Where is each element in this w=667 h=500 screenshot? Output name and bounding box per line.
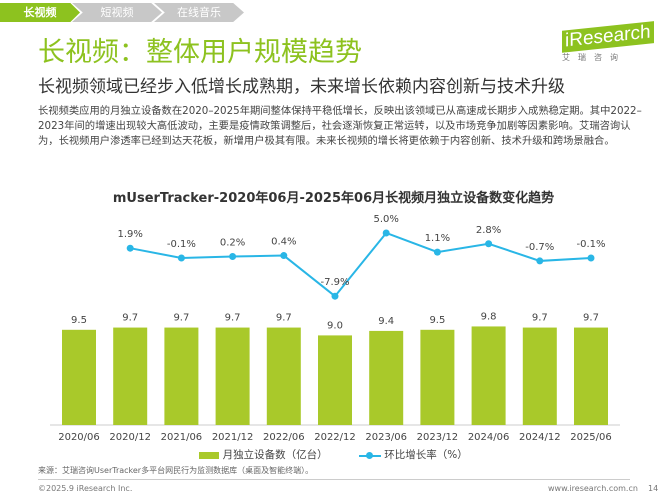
bar xyxy=(62,329,96,425)
x-tick-label: 2022/12 xyxy=(314,432,356,443)
bar xyxy=(318,335,352,425)
line-label: 1.1% xyxy=(425,233,450,244)
legend-line-swatch xyxy=(358,451,381,459)
growth-line xyxy=(130,231,592,298)
x-tick-label: 2021/12 xyxy=(212,432,254,443)
line-marker xyxy=(536,257,544,265)
tab-online-music[interactable]: 在线音乐 xyxy=(154,3,244,22)
line-marker xyxy=(331,292,339,300)
bar-label: 9.7 xyxy=(122,313,138,324)
line-label: -0.7% xyxy=(525,242,554,253)
line-marker xyxy=(485,240,493,248)
line-label: 2.8% xyxy=(476,225,501,236)
bar xyxy=(266,327,301,425)
line-marker xyxy=(126,244,134,252)
line-marker xyxy=(280,252,288,260)
x-tick-label: 2022/06 xyxy=(263,432,305,443)
page-number: 14 xyxy=(648,484,659,493)
bar xyxy=(522,327,557,425)
bar-label: 9.7 xyxy=(225,313,241,324)
x-tick-label: 2021/06 xyxy=(161,432,203,443)
page-subtitle: 长视频领域已经步入低增长成熟期，未来增长依赖内容创新与技术升级 xyxy=(38,77,565,97)
x-tick-label: 2020/06 xyxy=(58,432,100,443)
bar xyxy=(369,330,404,425)
x-tick-label: 2024/06 xyxy=(468,432,510,443)
tab-short-video[interactable]: 短视频 xyxy=(72,3,162,22)
iresearch-logo: iResearch 艾瑞咨询 xyxy=(562,21,654,63)
copyright: ©2025.9 iResearch Inc. xyxy=(38,484,133,493)
legend-bar-label: 月独立设备数（亿台） xyxy=(222,449,328,461)
footer-url[interactable]: www.iresearch.com.cn xyxy=(548,484,638,493)
footer-divider xyxy=(38,479,630,480)
line-marker xyxy=(587,254,595,262)
page-title: 长视频：整体用户规模趋势 xyxy=(38,37,362,68)
line-marker xyxy=(433,248,441,256)
bar xyxy=(471,326,506,425)
chart-legend: 月独立设备数（亿台） 环比增长率（%） xyxy=(0,449,667,463)
bar-label: 9.5 xyxy=(71,315,87,326)
line-label: 0.2% xyxy=(220,238,245,249)
line-label: 5.0% xyxy=(373,214,398,225)
bar xyxy=(164,327,199,425)
bar xyxy=(215,327,250,425)
legend-line-label: 环比增长率（%） xyxy=(384,449,468,461)
line-label: 1.9% xyxy=(117,229,142,240)
x-tick-label: 2023/06 xyxy=(365,432,407,443)
line-label: 0.4% xyxy=(271,237,296,248)
tab-long-video[interactable]: 长视频 xyxy=(0,3,80,22)
source-note: 来源：艾瑞咨询UserTracker多平台网民行为监测数据库（桌面及智能终端）。 xyxy=(38,466,314,475)
bar xyxy=(113,327,148,425)
bar xyxy=(574,327,608,425)
x-tick-label: 2025/06 xyxy=(570,432,612,443)
line-marker xyxy=(382,229,390,237)
legend-bar-swatch xyxy=(199,452,220,459)
bar-label: 9.0 xyxy=(327,320,343,331)
x-tick-label: 2023/12 xyxy=(417,432,459,443)
line-label: -0.1% xyxy=(576,239,605,250)
bar-label: 9.7 xyxy=(583,313,599,324)
body-text: 长视频类应用的月独立设备数在2020–2025年期间整体保持平稳低增长，反映出该… xyxy=(38,105,642,147)
bar-label: 9.8 xyxy=(481,311,497,322)
line-marker xyxy=(229,253,237,261)
line-marker xyxy=(177,254,185,262)
chart-title: mUserTracker-2020年06月-2025年06月长视频月独立设备数变… xyxy=(112,191,555,206)
line-label: -7.9% xyxy=(320,277,349,288)
bar-label: 9.4 xyxy=(378,316,394,327)
x-tick-label: 2024/12 xyxy=(519,432,561,443)
bar-label: 9.5 xyxy=(429,315,445,326)
line-label: -0.1% xyxy=(167,239,196,250)
bar xyxy=(420,329,455,425)
bar-label: 9.7 xyxy=(276,313,292,324)
bar-label: 9.7 xyxy=(173,313,189,324)
x-tick-label: 2020/12 xyxy=(109,432,151,443)
bar-label: 9.7 xyxy=(532,313,548,324)
